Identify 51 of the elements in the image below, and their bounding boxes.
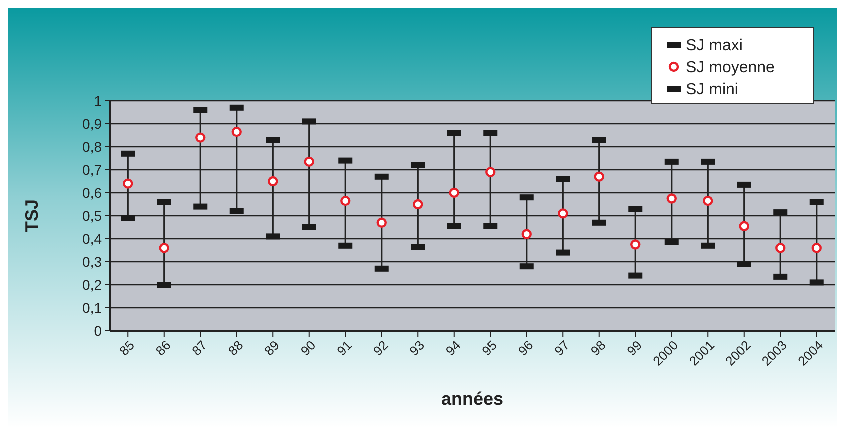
- x-tick-label: 99: [624, 338, 645, 359]
- point: [666, 194, 677, 204]
- y-axis-title: TSJ: [22, 199, 42, 233]
- point: [812, 243, 822, 254]
- y-tick-label: 0,8: [82, 138, 102, 155]
- y-tick-label: 0,7: [82, 162, 102, 178]
- x-tick-label: 87: [189, 338, 210, 359]
- x-tick-label: 95: [479, 338, 500, 359]
- y-tick-label: 0,3: [82, 254, 102, 270]
- point: [376, 218, 387, 228]
- point: [413, 199, 424, 210]
- legend-label: SJ moyenne: [686, 60, 776, 77]
- y-tick-label: 0,6: [82, 184, 102, 201]
- x-tick-label: 85: [116, 338, 138, 359]
- y-tick-label: 0,1: [82, 300, 102, 316]
- point: [630, 240, 641, 250]
- x-tick-label: 96: [515, 338, 536, 359]
- point: [558, 208, 568, 219]
- x-tick-label: 89: [262, 338, 282, 359]
- x-tick-label: 92: [370, 338, 392, 359]
- x-tick-label: 88: [225, 338, 246, 359]
- point: [159, 243, 170, 254]
- x-tick-label: 98: [588, 338, 609, 359]
- point: [196, 132, 206, 143]
- y-tick-label: 0,9: [82, 116, 102, 132]
- point: [522, 229, 532, 240]
- x-tick-label: 91: [334, 338, 355, 359]
- y-tick-label: 0,2: [82, 276, 102, 293]
- point: [703, 196, 714, 206]
- y-tick-label: 0,5: [82, 208, 102, 224]
- point: [304, 156, 314, 168]
- point: [449, 188, 460, 198]
- y-tick-label: 1: [94, 92, 102, 109]
- x-tick-label: 93: [406, 338, 428, 359]
- x-tick-label: 90: [298, 338, 319, 359]
- point: [232, 126, 242, 138]
- point: [594, 172, 604, 182]
- point: [776, 243, 786, 254]
- y-tick-label: 0: [94, 322, 102, 339]
- point: [268, 176, 278, 187]
- x-tick-label: 86: [152, 338, 174, 359]
- point: [123, 178, 134, 189]
- legend-label: SJ mini: [686, 82, 738, 99]
- legend-label: SJ maxi: [686, 38, 743, 55]
- x-axis-title: années: [441, 389, 504, 409]
- x-tick-label: 97: [552, 338, 572, 359]
- point: [486, 167, 496, 178]
- y-tick-label: 0,4: [82, 230, 102, 247]
- x-tick-label: 94: [442, 338, 464, 359]
- point: [739, 221, 750, 232]
- point: [340, 196, 351, 206]
